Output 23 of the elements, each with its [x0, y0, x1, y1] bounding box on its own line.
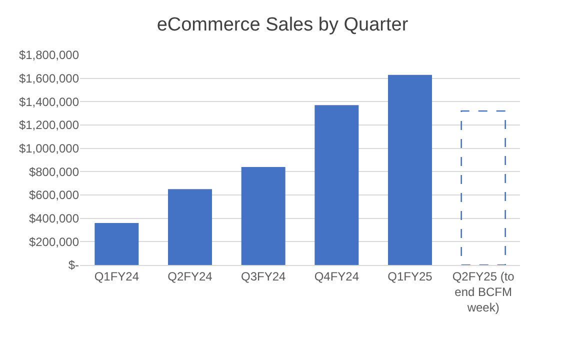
x-tick-label: Q4FY24	[314, 269, 360, 284]
y-tick-label: $400,000	[28, 212, 80, 226]
x-tick-label: Q1FY25	[388, 269, 433, 284]
y-tick-label: $1,200,000	[18, 118, 80, 132]
x-tick-label: Q2FY25 (to end BCFM week)	[452, 269, 515, 315]
bar	[241, 167, 286, 265]
y-tick-label: $1,400,000	[18, 94, 80, 109]
bar	[94, 223, 139, 265]
y-tick-label: $800,000	[28, 164, 80, 179]
y-tick-label: $1,000,000	[18, 142, 80, 156]
chart-title: eCommerce Sales by Quarter	[156, 14, 409, 36]
y-tick-label: $-	[68, 258, 79, 272]
y-tick-label: $600,000	[28, 188, 80, 202]
y-tick-label: $1,800,000	[18, 48, 80, 62]
x-tick-label: Q2FY24	[168, 269, 213, 284]
bar	[314, 105, 359, 265]
x-tick-label: Q3FY24	[240, 269, 286, 284]
y-tick-label: $200,000	[28, 234, 80, 249]
y-tick-label: $1,600,000	[18, 72, 80, 86]
bar	[388, 74, 432, 265]
bar	[460, 110, 506, 265]
x-tick-label: Q1FY24	[94, 269, 140, 284]
bar	[168, 189, 212, 265]
